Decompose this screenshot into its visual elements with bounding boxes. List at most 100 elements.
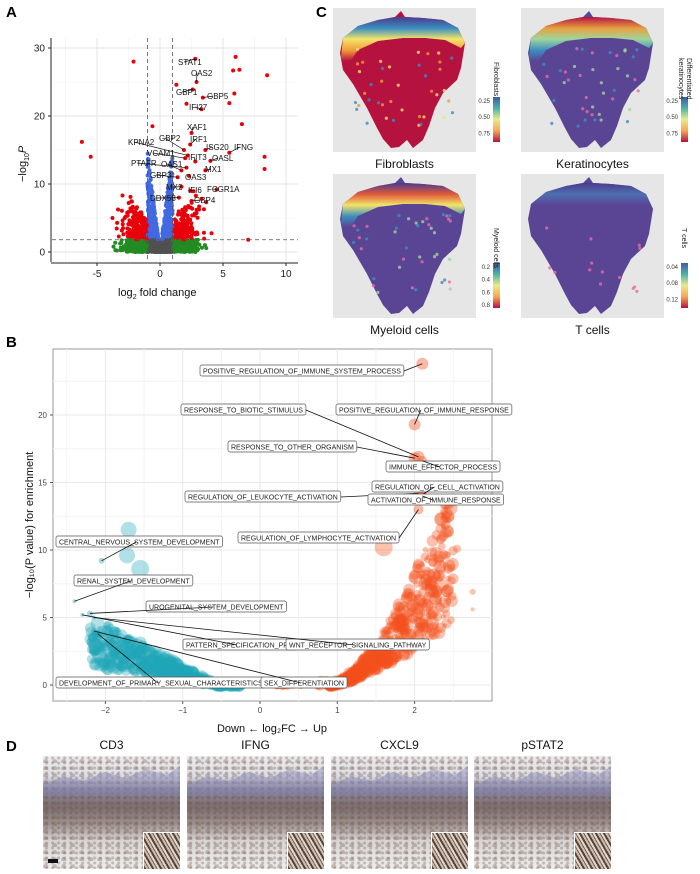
spot (416, 50, 420, 54)
term-point-down (152, 650, 162, 659)
colorbar-tick-label: 0.4 (482, 278, 491, 284)
data-point (162, 247, 167, 252)
spot (542, 62, 546, 66)
term-point-down (125, 634, 130, 639)
data-point (189, 230, 194, 235)
data-point (183, 213, 188, 218)
histology-inset (287, 832, 324, 869)
term-point-down (99, 665, 107, 673)
spot (601, 91, 606, 95)
spot (597, 112, 601, 117)
term-point-down (156, 662, 162, 668)
spot (432, 231, 437, 235)
data-point (114, 226, 119, 231)
gene-label: PTAFR (131, 159, 157, 168)
spot (591, 67, 595, 72)
colorbar-tick-label: 0.50 (478, 115, 490, 121)
gene-label: GBP5 (207, 92, 229, 101)
data-point (129, 199, 134, 204)
spot (400, 108, 404, 112)
spot (635, 48, 639, 52)
spot (445, 214, 449, 218)
spot (352, 224, 356, 228)
data-point (189, 235, 194, 240)
spot (416, 224, 420, 228)
histology-image-cd3 (43, 756, 180, 869)
term-label: DEVELOPMENT_OF_PRIMARY_SEXUAL_CHARACTERI… (59, 681, 263, 688)
data-point (178, 248, 183, 253)
data-point (195, 215, 200, 220)
spot (425, 217, 429, 221)
spot (430, 89, 434, 93)
spot (355, 107, 359, 112)
x-tick-label: 0 (258, 706, 263, 715)
term-point-up (442, 623, 448, 628)
spot (394, 226, 399, 230)
spot (420, 260, 424, 264)
data-point (138, 240, 143, 245)
colorbar-tick-label: 0.08 (666, 281, 678, 287)
term-point-down (124, 662, 133, 671)
data-point (114, 248, 119, 253)
term-label: CENTRAL_NERVOUS_SYSTEM_DEVELOPMENT (59, 540, 220, 547)
data-point (128, 233, 133, 238)
term-point-up (371, 668, 377, 673)
colorbar-title: T cells (680, 228, 687, 249)
spot (635, 289, 639, 293)
outlier-point (262, 167, 267, 172)
spot (612, 88, 616, 92)
y-axis-title-part: 10 (24, 153, 31, 161)
spot (599, 81, 603, 85)
data-point (190, 245, 195, 250)
spot (421, 220, 425, 224)
spot (545, 74, 549, 79)
term-label: REGULATION_OF_LYMPHOCYTE_ACTIVATION (241, 536, 396, 543)
spot (628, 107, 632, 112)
spot (376, 290, 380, 294)
data-point (172, 227, 177, 232)
colorbar (681, 263, 688, 308)
x-tick-label: −2 (101, 706, 111, 715)
data-point (186, 216, 191, 221)
spot (404, 246, 409, 250)
term-point-up (447, 573, 459, 585)
data-point (181, 208, 186, 213)
histology-image-ifng (187, 756, 324, 869)
spot (397, 265, 402, 269)
spot (637, 243, 641, 247)
data-point (165, 234, 170, 239)
data-point (149, 186, 154, 191)
gene-label: ISG20 (206, 143, 229, 152)
spot (636, 89, 640, 93)
spot (440, 280, 444, 285)
spot (558, 69, 562, 73)
gene-label: KPNA2 (128, 138, 155, 147)
x-tick-label: -5 (93, 269, 102, 280)
data-point (154, 246, 159, 251)
notable-term-point (440, 519, 451, 530)
spot (615, 53, 619, 58)
term-label: WNT_RECEPTOR_SIGNALING_PATHWAY (289, 643, 427, 650)
spot (410, 286, 414, 290)
spot (372, 277, 376, 281)
stain-title-ifng: IFNG (241, 738, 270, 752)
term-point-up (407, 613, 418, 624)
data-point (195, 246, 200, 251)
y-axis-title-part: −log (17, 161, 29, 182)
term-point-up (426, 547, 438, 558)
term-point-down (142, 665, 152, 675)
gene-label: GBP2 (159, 134, 181, 143)
data-point (159, 237, 164, 242)
data-point (204, 246, 209, 251)
gene-label: IFIT3 (188, 153, 207, 162)
gene-label: OAS2 (191, 69, 213, 78)
data-point (144, 224, 149, 229)
spot (625, 74, 630, 78)
spot (353, 100, 358, 105)
spot (562, 80, 566, 85)
term-label: IMMUNE_EFFECTOR_PROCESS (389, 465, 497, 472)
x-tick-label: 10 (280, 269, 292, 280)
spot (441, 212, 445, 217)
